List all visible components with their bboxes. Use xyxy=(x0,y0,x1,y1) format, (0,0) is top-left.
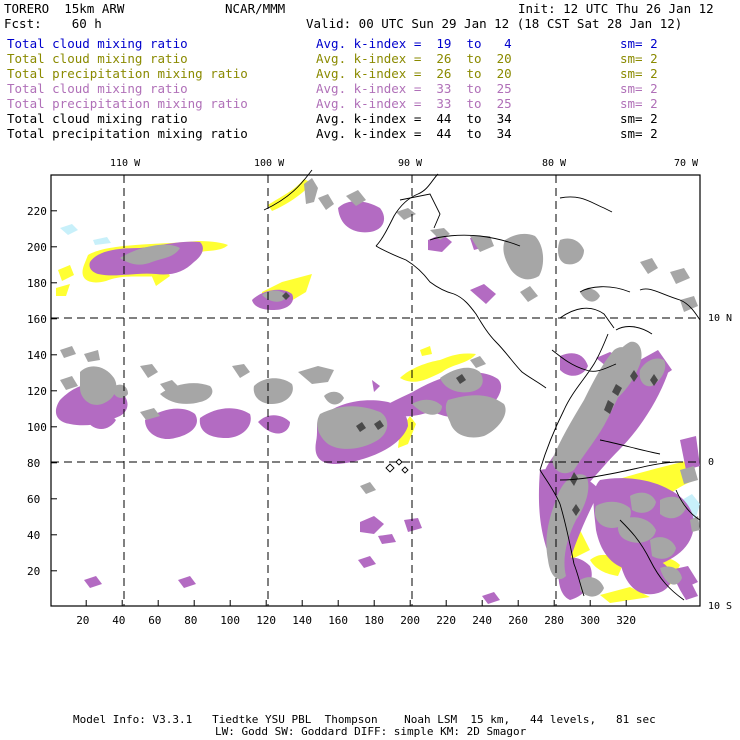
latitude-label: 0 xyxy=(708,457,715,468)
y-tick-label: 120 xyxy=(27,384,47,398)
legend-kindex: Avg. k-index = 19 to 4 xyxy=(316,36,512,51)
x-tick-label: 180 xyxy=(364,614,385,627)
x-tick-label: 60 xyxy=(148,614,162,627)
legend-field-name: Total precipitation mixing ratio xyxy=(7,126,248,141)
legend-kindex: Avg. k-index = 26 to 20 xyxy=(316,66,512,81)
x-tick-label: 140 xyxy=(292,614,313,627)
x-tick-label: 280 xyxy=(544,614,565,627)
axis-ticks xyxy=(51,210,627,606)
y-tick-label: 160 xyxy=(27,312,47,326)
legend-kindex: Avg. k-index = 33 to 25 xyxy=(316,81,512,96)
latitude-label: 10 S xyxy=(708,601,733,612)
x-tick-label: 240 xyxy=(472,614,493,627)
y-tick-label: 220 xyxy=(27,204,47,218)
y-tick-label: 180 xyxy=(27,276,47,290)
magenta-cloud-region xyxy=(55,201,700,604)
legend-field-name: Total precipitation mixing ratio xyxy=(7,66,248,81)
y-tick-label: 60 xyxy=(27,492,41,506)
valid-time: Valid: 00 UTC Sun 29 Jan 12 (18 CST Sat … xyxy=(306,16,683,31)
y-tick-label: 20 xyxy=(27,564,41,578)
longitude-label: 70 W xyxy=(674,158,699,169)
x-tick-label: 220 xyxy=(436,614,457,627)
init-time: Init: 12 UTC Thu 26 Jan 12 xyxy=(518,1,714,16)
legend-field-name: Total cloud mixing ratio xyxy=(7,111,188,126)
legend-smoothing: sm= 2 xyxy=(620,66,658,81)
legend-smoothing: sm= 2 xyxy=(620,126,658,141)
longitude-label: 80 W xyxy=(542,158,567,169)
legend-smoothing: sm= 2 xyxy=(620,81,658,96)
model-title: TORERO 15km ARW xyxy=(4,1,125,16)
cloud-precip-field xyxy=(55,178,700,604)
legend-field-name: Total cloud mixing ratio xyxy=(7,81,188,96)
lat-lon-grid xyxy=(51,175,700,606)
longitude-label: 100 W xyxy=(254,158,285,169)
y-tick-label: 100 xyxy=(27,420,47,434)
gray-cloud-region xyxy=(60,178,700,597)
x-tick-label: 100 xyxy=(220,614,241,627)
legend-smoothing: sm= 2 xyxy=(620,96,658,111)
x-tick-label: 300 xyxy=(580,614,601,627)
x-tick-label: 200 xyxy=(400,614,421,627)
legend-smoothing: sm= 2 xyxy=(620,36,658,51)
legend-kindex: Avg. k-index = 33 to 25 xyxy=(316,96,512,111)
legend-smoothing: sm= 2 xyxy=(620,51,658,66)
y-tick-label: 140 xyxy=(27,348,47,362)
legend-field-name: Total cloud mixing ratio xyxy=(7,36,188,51)
legend-field-name: Total precipitation mixing ratio xyxy=(7,96,248,111)
longitude-label: 90 W xyxy=(398,158,423,169)
legend-field-name: Total cloud mixing ratio xyxy=(7,51,188,66)
y-tick-label: 200 xyxy=(27,240,47,254)
center-label: NCAR/MMM xyxy=(225,1,286,16)
coastline xyxy=(263,169,701,601)
x-tick-label: 160 xyxy=(328,614,349,627)
forecast-hour: Fcst: 60 h xyxy=(4,16,102,31)
x-tick-label: 320 xyxy=(616,614,637,627)
legend-kindex: Avg. k-index = 26 to 20 xyxy=(316,51,512,66)
longitude-label: 110 W xyxy=(110,158,141,169)
model-info-line2: LW: Godd SW: Goddard DIFF: simple KM: 2D… xyxy=(215,725,527,738)
y-tick-label: 80 xyxy=(27,456,41,470)
y-tick-label: 40 xyxy=(27,528,41,542)
x-tick-label: 80 xyxy=(184,614,198,627)
x-tick-label: 260 xyxy=(508,614,529,627)
legend-kindex: Avg. k-index = 44 to 34 xyxy=(316,111,512,126)
x-tick-label: 120 xyxy=(256,614,277,627)
legend-smoothing: sm= 2 xyxy=(620,111,658,126)
legend-kindex: Avg. k-index = 44 to 34 xyxy=(316,126,512,141)
latitude-label: 10 N xyxy=(708,313,733,324)
x-tick-label: 40 xyxy=(112,614,126,627)
model-info-line1: Model Info: V3.3.1 Tiedtke YSU PBL Thomp… xyxy=(73,713,656,726)
x-tick-label: 20 xyxy=(76,614,90,627)
